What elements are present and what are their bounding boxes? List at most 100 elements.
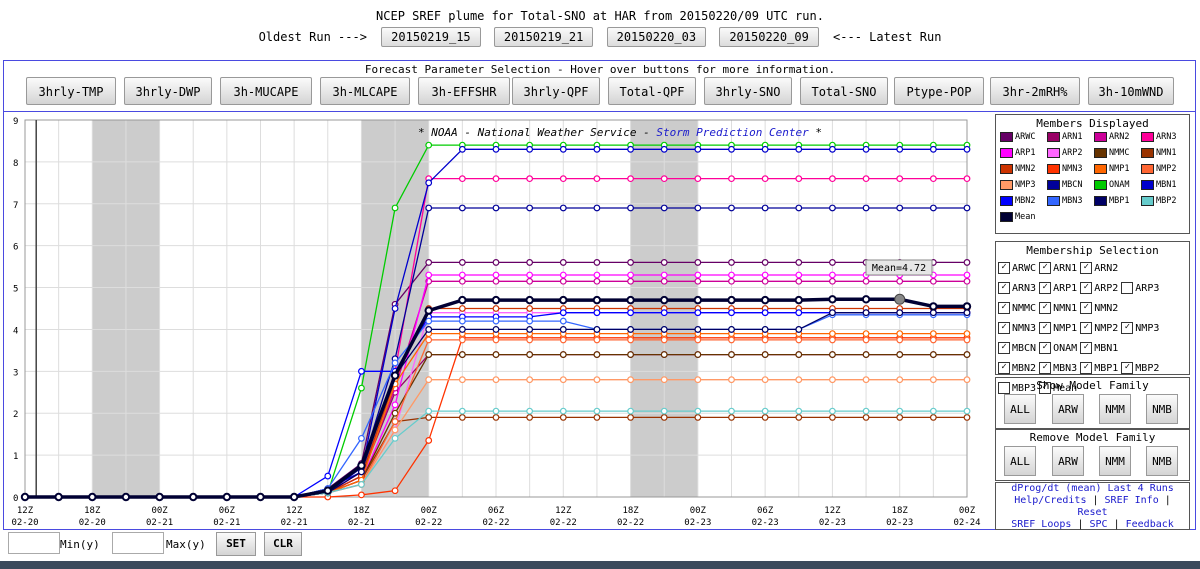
member-checkbox[interactable]: ✓: [1080, 342, 1093, 354]
data-point: [829, 376, 836, 384]
data-point: [492, 407, 500, 415]
data-point: [391, 359, 399, 367]
param-button-3hr-2mrh[interactable]: 3hr-2mRH%: [990, 77, 1080, 105]
data-point: [492, 351, 500, 358]
reset-link[interactable]: Reset: [1077, 507, 1108, 518]
data-point: [222, 492, 232, 502]
param-button-ptype-pop[interactable]: Ptype-POP: [894, 77, 984, 105]
data-point: [660, 271, 668, 279]
member-legend-item: ONAM: [1094, 179, 1141, 192]
show-nmm-button[interactable]: NMM: [1099, 394, 1131, 424]
run-button-3[interactable]: 20150220_03: [606, 27, 707, 47]
param-button-total-qpf[interactable]: Total-QPF: [608, 77, 696, 105]
member-checkbox[interactable]: ✓: [1039, 302, 1052, 314]
sref-info-link[interactable]: SREF Info: [1104, 495, 1159, 506]
member-swatch: [1141, 179, 1154, 190]
help-link[interactable]: Help/Credits: [1014, 495, 1087, 506]
data-point: [896, 204, 904, 212]
data-point: [526, 305, 534, 312]
member-checkbox[interactable]: ✓: [1121, 362, 1134, 374]
data-point: [795, 407, 803, 415]
member-checkbox[interactable]: ✓: [1080, 322, 1093, 334]
feedback-link[interactable]: Feedback: [1125, 519, 1174, 530]
credit-link[interactable]: Storm Prediction Center: [656, 126, 809, 139]
param-button-3hrly-tmp[interactable]: 3hrly-TMP: [26, 77, 116, 105]
param-button-3h-mlcape[interactable]: 3h-MLCAPE: [320, 77, 410, 105]
series-mean: [20, 295, 972, 502]
y-tick-label: 0: [13, 494, 18, 504]
member-checkbox[interactable]: ✓: [1039, 262, 1052, 274]
remove-nmm-button[interactable]: NMM: [1099, 446, 1131, 476]
remove-nmb-button[interactable]: NMB: [1146, 446, 1178, 476]
data-point: [458, 295, 467, 305]
clr-button[interactable]: CLR: [264, 532, 302, 556]
member-checkbox[interactable]: ✓: [1039, 322, 1052, 334]
member-checkbox-label: ARN3: [1012, 283, 1037, 294]
member-checkbox[interactable]: ✓: [1121, 322, 1134, 334]
run-button-1[interactable]: 20150219_15: [381, 27, 481, 47]
member-checkbox-label: ONAM: [1053, 343, 1078, 354]
show-nmb-button[interactable]: NMB: [1146, 394, 1178, 424]
member-checkbox[interactable]: ✓: [1080, 362, 1093, 374]
member-checkbox[interactable]: ✓: [1080, 302, 1093, 314]
remove-arw-button[interactable]: ARW: [1052, 446, 1084, 476]
show-arw-button[interactable]: ARW: [1052, 394, 1084, 424]
member-checkbox[interactable]: ✓: [998, 342, 1010, 354]
param-button-3hrly-dwp[interactable]: 3hrly-DWP: [124, 77, 212, 105]
member-checkbox[interactable]: ✓: [998, 262, 1010, 274]
member-swatch: [1047, 131, 1060, 142]
sref-loops-link[interactable]: SREF Loops: [1011, 519, 1072, 530]
member-checkbox[interactable]: [1121, 282, 1134, 294]
y-tick-label: 7: [13, 201, 18, 211]
y-tick-label: 2: [13, 410, 18, 420]
data-point: [929, 309, 937, 317]
data-point: [559, 145, 567, 153]
member-checkbox[interactable]: ✓: [1039, 282, 1052, 294]
member-checkbox-label: MBN2: [1012, 363, 1037, 374]
member-legend-item: MBP1: [1094, 195, 1141, 208]
data-point: [458, 204, 466, 212]
param-button-3h-effshr[interactable]: 3h-EFFSHR: [418, 77, 510, 105]
member-legend-item: NMP3: [1000, 179, 1047, 192]
member-checkbox[interactable]: [998, 382, 1010, 394]
param-button-3h-mucape[interactable]: 3h-MUCAPE: [220, 77, 312, 105]
member-checkbox[interactable]: ✓: [998, 362, 1010, 374]
member-swatch: [1141, 131, 1154, 142]
member-checkbox[interactable]: ✓: [998, 282, 1010, 294]
show-all-button[interactable]: ALL: [1004, 394, 1036, 424]
spc-link[interactable]: SPC: [1089, 519, 1108, 530]
run-button-4[interactable]: 20150220_09: [719, 27, 819, 47]
max-y-input[interactable]: [112, 532, 164, 554]
param-button-3hrly-qpf[interactable]: 3hrly-QPF: [512, 77, 600, 105]
set-button[interactable]: SET: [216, 532, 256, 556]
data-point: [862, 407, 870, 415]
data-point: [559, 204, 567, 212]
param-button-3hrly-sno[interactable]: 3hrly-SNO: [704, 77, 792, 105]
data-point: [761, 351, 769, 358]
member-swatch: [1000, 179, 1013, 190]
member-checkbox[interactable]: ✓: [1080, 262, 1093, 274]
member-label: ARN3: [1156, 132, 1177, 142]
member-checkbox[interactable]: ✓: [998, 322, 1010, 334]
param-button-total-sno[interactable]: Total-SNO: [800, 77, 888, 105]
member-checkbox[interactable]: ✓: [1039, 342, 1052, 354]
data-point: [761, 204, 769, 212]
member-legend-item: ARWC: [1000, 131, 1047, 144]
data-point: [425, 326, 433, 333]
data-point: [593, 351, 601, 358]
param-button-3h-10mwnd[interactable]: 3h-10mWND: [1088, 77, 1174, 105]
min-y-input[interactable]: [8, 532, 60, 554]
run-button-2[interactable]: 20150219_21: [493, 27, 594, 47]
data-point: [525, 295, 534, 305]
y-tick-label: 5: [13, 285, 18, 295]
data-point: [627, 175, 634, 183]
x-tick-date: 02-20: [11, 518, 38, 528]
member-checkbox[interactable]: ✓: [1039, 382, 1052, 394]
remove-all-button[interactable]: ALL: [1004, 446, 1036, 476]
data-point: [728, 351, 735, 358]
member-checkbox[interactable]: ✓: [998, 302, 1010, 314]
member-checkbox[interactable]: ✓: [1080, 282, 1093, 294]
member-checkbox[interactable]: ✓: [1039, 362, 1052, 374]
member-label: NMP1: [1109, 164, 1130, 174]
dprog-link[interactable]: dProg/dt (mean) Last 4 Runs: [1011, 483, 1174, 494]
